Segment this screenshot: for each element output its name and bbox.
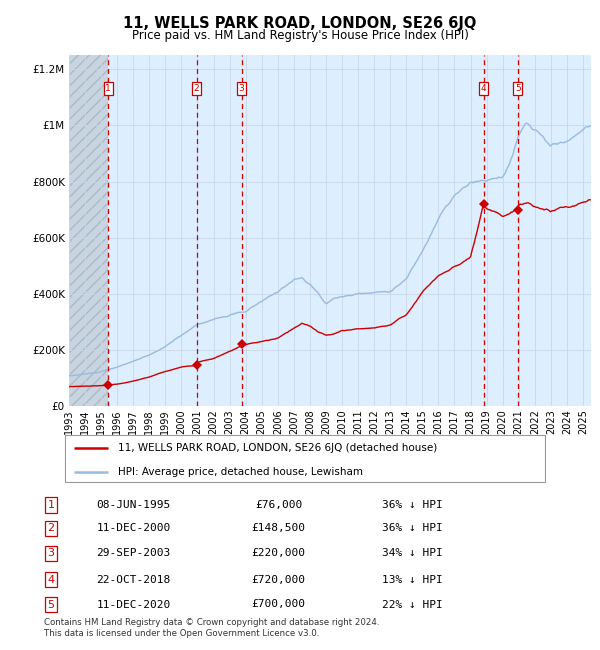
Text: 22-OCT-2018: 22-OCT-2018 [97, 575, 170, 584]
Text: 2: 2 [47, 523, 55, 534]
Text: 11, WELLS PARK ROAD, LONDON, SE26 6JQ (detached house): 11, WELLS PARK ROAD, LONDON, SE26 6JQ (d… [118, 443, 437, 453]
FancyBboxPatch shape [65, 435, 545, 482]
Text: 2: 2 [194, 84, 199, 93]
Bar [69, 55, 108, 406]
Text: 4: 4 [481, 84, 487, 93]
Text: 1: 1 [47, 500, 55, 510]
Text: 4: 4 [47, 575, 55, 584]
Text: 11, WELLS PARK ROAD, LONDON, SE26 6JQ: 11, WELLS PARK ROAD, LONDON, SE26 6JQ [124, 16, 476, 31]
Text: £720,000: £720,000 [251, 575, 305, 584]
Text: 08-JUN-1995: 08-JUN-1995 [97, 500, 170, 510]
Text: 5: 5 [515, 84, 521, 93]
Text: Contains HM Land Registry data © Crown copyright and database right 2024.
This d: Contains HM Land Registry data © Crown c… [44, 618, 380, 638]
Text: Price paid vs. HM Land Registry's House Price Index (HPI): Price paid vs. HM Land Registry's House … [131, 29, 469, 42]
Text: 34% ↓ HPI: 34% ↓ HPI [382, 549, 443, 558]
Text: 13% ↓ HPI: 13% ↓ HPI [382, 575, 443, 584]
Text: 1: 1 [106, 84, 111, 93]
Text: £76,000: £76,000 [255, 500, 302, 510]
Text: £220,000: £220,000 [251, 549, 305, 558]
Text: £148,500: £148,500 [251, 523, 305, 534]
Text: 22% ↓ HPI: 22% ↓ HPI [382, 599, 443, 610]
Text: 29-SEP-2003: 29-SEP-2003 [97, 549, 170, 558]
Text: HPI: Average price, detached house, Lewisham: HPI: Average price, detached house, Lewi… [118, 467, 362, 477]
Text: 5: 5 [47, 599, 55, 610]
Text: 3: 3 [47, 549, 55, 558]
Text: 36% ↓ HPI: 36% ↓ HPI [382, 500, 443, 510]
Text: 11-DEC-2020: 11-DEC-2020 [97, 599, 170, 610]
Text: 3: 3 [239, 84, 244, 93]
Text: 11-DEC-2000: 11-DEC-2000 [97, 523, 170, 534]
Text: £700,000: £700,000 [251, 599, 305, 610]
Text: 36% ↓ HPI: 36% ↓ HPI [382, 523, 443, 534]
